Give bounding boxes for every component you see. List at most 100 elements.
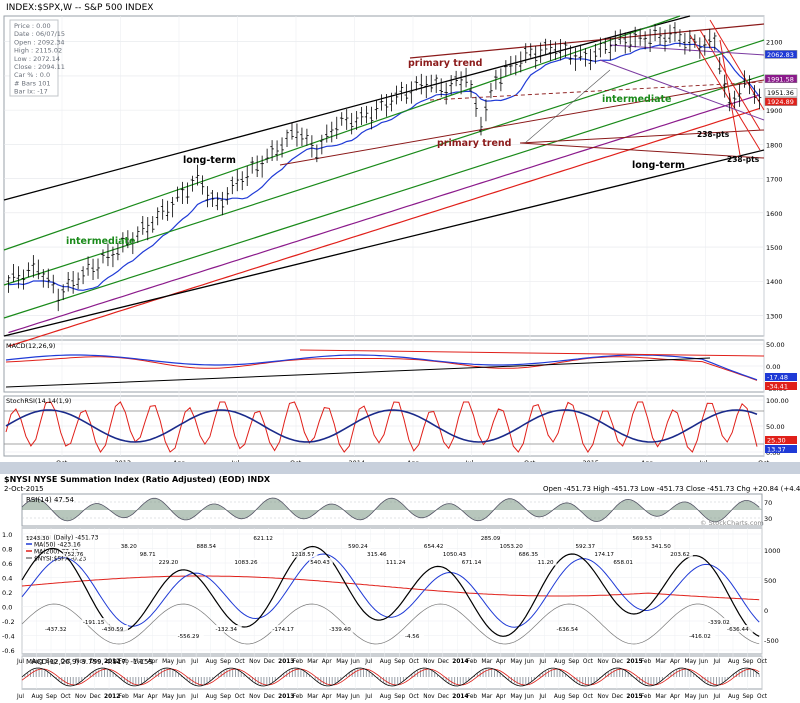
price-y-tick: 1400 bbox=[766, 278, 783, 286]
nysi-x-label: Oct bbox=[235, 659, 246, 665]
legend-line: # Bars 101 bbox=[14, 79, 51, 87]
separator-bar bbox=[0, 462, 800, 474]
nysi-x-label-bottom: Sep bbox=[742, 694, 753, 700]
nysi-right-tick: -500 bbox=[764, 637, 779, 645]
nysi-x-label: Feb bbox=[641, 659, 652, 665]
value-label-bg bbox=[271, 625, 299, 633]
macd-line bbox=[5, 354, 758, 381]
nysi-x-label: Apr bbox=[496, 659, 507, 665]
nysi-x-label-bottom: Feb bbox=[119, 694, 130, 700]
price-chart-title: INDEX:$SPX,W -- S&P 500 INDEX bbox=[6, 3, 153, 13]
annotation-primary-trend-top: primary trend bbox=[408, 58, 482, 69]
nysi-x-label: Sep bbox=[568, 659, 579, 665]
price-y-tick: 1500 bbox=[766, 244, 783, 252]
nysi-x-label-bottom: Apr bbox=[148, 694, 159, 700]
legend-line: High : 2115.02 bbox=[14, 47, 62, 55]
spx-chart: 130014001500160017001800190020002100Oct2… bbox=[3, 3, 798, 467]
price-marker-label: 2062.83 bbox=[767, 51, 794, 59]
nysi-value-label: 686.35 bbox=[519, 552, 539, 558]
nysi-legend-entry: MA(200) 77.42 bbox=[34, 549, 79, 556]
nysi-x-label-bottom: Jun bbox=[350, 694, 360, 700]
nysi-x-label: Jul bbox=[712, 659, 720, 665]
nysi-value-label: 98.71 bbox=[140, 552, 156, 558]
value-label-bg bbox=[726, 625, 754, 633]
nysi-value-label: -4.56 bbox=[405, 634, 420, 640]
value-label-bg bbox=[669, 550, 693, 558]
value-label-bg bbox=[650, 542, 674, 550]
nysi-right-tick: 1000 bbox=[764, 547, 781, 555]
nysi-x-label: Mar bbox=[133, 659, 145, 665]
value-label-bg bbox=[81, 618, 110, 626]
nysi-x-label: 2015 bbox=[626, 659, 642, 665]
value-label-bg bbox=[498, 542, 526, 550]
nysi-x-label: Oct bbox=[757, 659, 768, 665]
price-y-tick: 1800 bbox=[766, 141, 783, 149]
nysi-x-label: Aug bbox=[554, 659, 566, 665]
nysi-value-label: 592.37 bbox=[575, 544, 595, 550]
value-label-bg bbox=[422, 542, 447, 550]
nysi-x-label-bottom: Oct bbox=[235, 694, 246, 700]
nysi-value-label: 752.76 bbox=[64, 552, 84, 558]
nysi-x-label: Aug bbox=[728, 659, 740, 665]
nysi-x-label-bottom: Sep bbox=[568, 694, 579, 700]
nysi-value-label: 621.12 bbox=[253, 536, 273, 542]
nysi-x-label-bottom: Sep bbox=[394, 694, 405, 700]
nysi-x-label: Feb bbox=[119, 659, 130, 665]
nysi-left-tick: 1.0 bbox=[2, 531, 12, 539]
nysi-x-label-bottom: Mar bbox=[655, 694, 667, 700]
nysi-x-label-bottom: Feb bbox=[293, 694, 304, 700]
stoch-slow-line bbox=[5, 409, 758, 443]
nysi-x-label: 2012 bbox=[104, 659, 120, 665]
nysi-right-tick: 0 bbox=[764, 607, 768, 615]
legend-line: Price : 0.00 bbox=[14, 22, 51, 30]
nysi-left-tick: 0.6 bbox=[2, 560, 12, 568]
nysi-x-label: Sep bbox=[742, 659, 753, 665]
nysi-x-label-bottom: Nov bbox=[423, 694, 435, 700]
nysi-x-label: Jul bbox=[16, 659, 24, 665]
nysi-x-label-bottom: Apr bbox=[322, 694, 333, 700]
nysi-x-label: Jun bbox=[524, 659, 534, 665]
nysi-x-label-bottom: Mar bbox=[307, 694, 319, 700]
rsi-tick: 70 bbox=[764, 499, 772, 507]
nysi-x-label: Nov bbox=[249, 659, 261, 665]
nysi-value-label: -437.32 bbox=[45, 627, 67, 633]
nysi-x-label: Dec bbox=[90, 659, 101, 665]
value-label-bg bbox=[328, 625, 356, 633]
annotation-238-pts-2: 238-pts bbox=[727, 155, 760, 164]
nysi-value-label: 111.24 bbox=[386, 560, 406, 566]
legend-line: Close : 2094.11 bbox=[14, 63, 65, 71]
nysi-x-label: Jun bbox=[698, 659, 708, 665]
nysi-x-label: 2014 bbox=[452, 659, 468, 665]
value-label-bg bbox=[479, 534, 504, 542]
nysi-x-label-bottom: Sep bbox=[220, 694, 231, 700]
nysi-right-tick: 500 bbox=[764, 577, 776, 585]
price-y-tick: 1700 bbox=[766, 176, 783, 184]
value-label-bg bbox=[252, 534, 276, 542]
stoch-marker-label: 25.30 bbox=[767, 437, 786, 445]
nysi-x-label-bottom: Apr bbox=[496, 694, 507, 700]
price-y-tick: 1300 bbox=[766, 312, 783, 320]
nysi-value-label: 174.17 bbox=[594, 552, 614, 558]
nysi-x-label-bottom: Apr bbox=[670, 694, 681, 700]
nysi-value-label: 658.01 bbox=[613, 560, 633, 566]
nysi-x-label-bottom: Aug bbox=[554, 694, 566, 700]
nysi-value-label: 888.54 bbox=[197, 544, 217, 550]
price-legend-box: Price : 0.00 Date : 06/07/15 Open : 2092.3… bbox=[9, 19, 65, 97]
nysi-x-label-bottom: 2014 bbox=[452, 694, 468, 700]
price-marker-label: 1991.58 bbox=[767, 75, 794, 83]
nysi-x-label: May bbox=[162, 659, 175, 665]
nysi-value-label: 569.53 bbox=[632, 536, 652, 542]
nysi-value-label: 1243.30 bbox=[26, 536, 50, 542]
nysi-value-label: 38.20 bbox=[121, 544, 137, 550]
nysi-value-label: -339.02 bbox=[708, 620, 730, 626]
nysi-macd-line bbox=[21, 667, 760, 687]
value-label-bg bbox=[460, 558, 485, 566]
price-marker-box bbox=[764, 74, 798, 84]
price-y-tick: 1900 bbox=[766, 107, 783, 115]
nysi-value-label: 590.24 bbox=[348, 544, 368, 550]
nysi-x-label-bottom: Dec bbox=[612, 694, 623, 700]
primary-trend-bottom-line bbox=[519, 142, 765, 159]
stoch-y-tick: 50.00 bbox=[766, 423, 785, 431]
nysi-x-label: Feb bbox=[467, 659, 478, 665]
legend-line: Date : 06/07/15 bbox=[14, 30, 65, 38]
